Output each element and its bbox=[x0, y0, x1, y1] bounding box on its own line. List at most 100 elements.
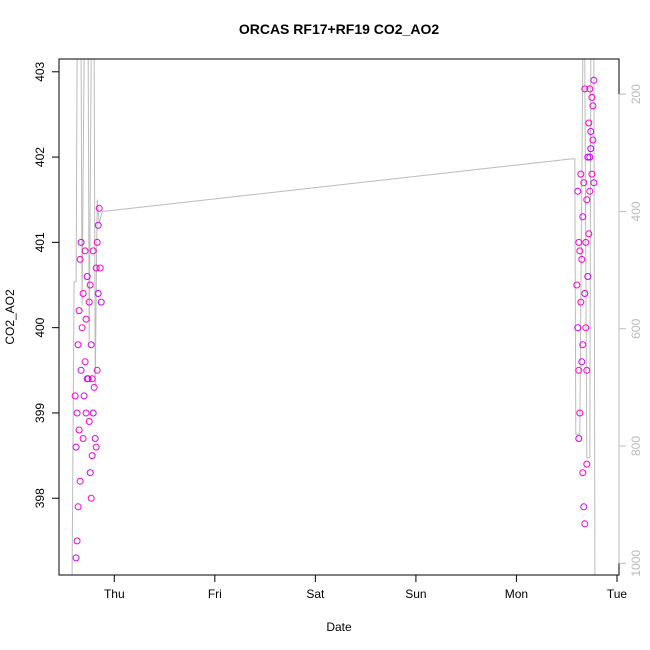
data-point bbox=[76, 255, 84, 263]
data-point bbox=[586, 187, 594, 195]
y-tick-label: 401 bbox=[33, 232, 47, 252]
y-right-tick-label: 1000 bbox=[629, 550, 643, 577]
data-point bbox=[581, 520, 589, 528]
data-point bbox=[576, 247, 584, 255]
data-point bbox=[583, 366, 591, 374]
data-point bbox=[85, 418, 93, 425]
y-tick-label: 399 bbox=[33, 403, 47, 423]
data-point bbox=[583, 196, 591, 204]
data-point bbox=[584, 273, 592, 280]
data-point bbox=[579, 213, 587, 221]
x-tick-label: Thu bbox=[104, 587, 125, 601]
data-point bbox=[89, 409, 97, 417]
data-point bbox=[580, 179, 588, 187]
y-right-tick-label: 200 bbox=[629, 84, 643, 104]
data-point bbox=[91, 435, 99, 442]
data-point bbox=[93, 366, 101, 374]
data-point bbox=[93, 238, 101, 246]
data-point bbox=[75, 426, 83, 434]
data-point bbox=[587, 145, 595, 153]
y-right-tick-label: 800 bbox=[629, 436, 643, 456]
data-point bbox=[97, 298, 105, 306]
data-point bbox=[86, 469, 94, 477]
data-point bbox=[92, 264, 100, 272]
data-point bbox=[90, 383, 98, 391]
plot-frame bbox=[58, 58, 620, 576]
x-axis-label: Date bbox=[326, 620, 352, 634]
altitude-line bbox=[59, 58, 619, 576]
y-tick-label: 402 bbox=[33, 147, 47, 167]
data-point bbox=[71, 392, 79, 400]
data-point bbox=[575, 238, 583, 246]
data-point bbox=[587, 128, 595, 135]
data-point bbox=[80, 392, 88, 400]
data-point bbox=[77, 366, 85, 374]
data-point bbox=[576, 409, 584, 417]
y-axis-label: CO2_AO2 bbox=[3, 289, 17, 345]
x-tick-label: Fri bbox=[208, 587, 222, 601]
x-tick-label: Sat bbox=[306, 587, 325, 601]
data-point bbox=[75, 307, 83, 315]
data-point bbox=[581, 290, 589, 297]
data-point bbox=[578, 358, 586, 366]
data-point bbox=[81, 247, 89, 255]
data-point bbox=[82, 409, 90, 417]
data-point bbox=[589, 102, 597, 110]
data-point bbox=[95, 204, 103, 212]
data-point bbox=[581, 85, 589, 93]
y-right-tick-label: 600 bbox=[629, 318, 643, 338]
data-point bbox=[575, 435, 583, 442]
data-point bbox=[586, 85, 594, 93]
data-point bbox=[582, 324, 590, 332]
data-point bbox=[88, 375, 96, 383]
data-point bbox=[574, 187, 582, 195]
x-axis: Thu Fri Sat Sun Mon Tue bbox=[104, 574, 628, 601]
data-point bbox=[577, 298, 585, 306]
data-point bbox=[76, 477, 84, 485]
data-point bbox=[94, 290, 102, 297]
x-tick-label: Mon bbox=[505, 587, 528, 601]
data-point bbox=[577, 170, 585, 178]
data-point bbox=[96, 264, 104, 272]
data-point bbox=[579, 341, 587, 349]
scatter-points bbox=[71, 76, 598, 562]
x-tick-label: Tue bbox=[607, 587, 628, 601]
data-point bbox=[79, 435, 87, 442]
data-point bbox=[83, 273, 91, 280]
altitude-series bbox=[59, 58, 619, 576]
data-point bbox=[73, 409, 81, 417]
y-axis: 398 399 400 401 402 403 bbox=[33, 61, 60, 508]
y-tick-label: 403 bbox=[33, 61, 47, 81]
data-point bbox=[578, 255, 586, 263]
data-point bbox=[72, 443, 80, 451]
data-point bbox=[88, 452, 96, 460]
data-point bbox=[81, 358, 89, 366]
y-right-tick-label: 400 bbox=[629, 201, 643, 221]
x-tick-label: Sun bbox=[405, 587, 426, 601]
chart-title: ORCAS RF17+RF19 CO2_AO2 bbox=[239, 21, 440, 37]
data-point bbox=[92, 443, 100, 451]
data-point bbox=[72, 554, 80, 562]
data-point bbox=[586, 153, 594, 161]
data-point bbox=[585, 230, 593, 238]
data-point bbox=[584, 153, 592, 161]
data-point bbox=[588, 93, 596, 101]
y-tick-label: 400 bbox=[33, 317, 47, 337]
data-point bbox=[575, 366, 583, 374]
data-point bbox=[590, 179, 598, 187]
data-point bbox=[85, 298, 93, 306]
y-tick-label: 398 bbox=[33, 488, 47, 508]
data-point bbox=[89, 247, 97, 255]
data-point bbox=[87, 494, 95, 502]
y-axis-right: 200 400 600 800 1000 bbox=[618, 84, 643, 577]
data-point bbox=[579, 469, 587, 477]
data-point bbox=[79, 290, 87, 297]
data-point bbox=[78, 324, 86, 332]
data-point bbox=[73, 537, 81, 545]
data-point bbox=[583, 460, 591, 468]
data-point bbox=[574, 324, 582, 332]
data-point bbox=[74, 503, 82, 511]
data-point bbox=[580, 503, 588, 511]
data-point bbox=[588, 170, 596, 178]
